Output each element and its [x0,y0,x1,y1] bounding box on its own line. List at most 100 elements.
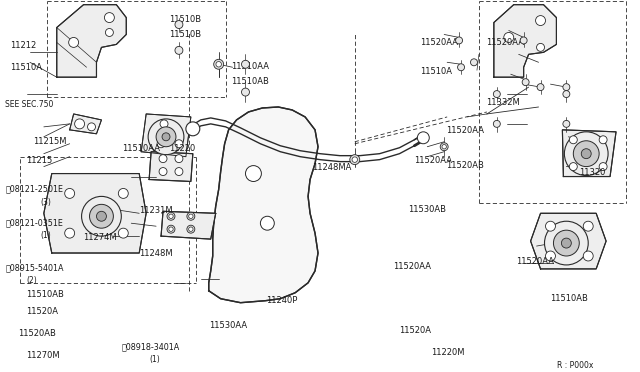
Circle shape [175,140,183,148]
Polygon shape [531,213,606,269]
Text: 11240P: 11240P [266,296,298,305]
Text: 11520A: 11520A [26,307,58,316]
Text: 11520AA: 11520AA [446,126,484,135]
Circle shape [545,251,556,261]
Circle shape [599,163,607,171]
Text: 11248MA: 11248MA [312,163,352,172]
Circle shape [162,133,170,141]
Circle shape [352,157,358,162]
Circle shape [97,211,106,221]
Circle shape [65,189,75,198]
Text: ⒲08121-0351E: ⒲08121-0351E [5,218,63,227]
Text: (2): (2) [26,276,37,285]
Circle shape [159,168,167,176]
Text: 11520A: 11520A [399,326,431,335]
Text: 11520AA: 11520AA [393,262,431,271]
Circle shape [504,32,514,42]
Circle shape [442,145,446,149]
Text: 11274M: 11274M [83,233,117,242]
Polygon shape [141,114,191,157]
Text: 11270M: 11270M [26,351,60,360]
Circle shape [241,60,250,68]
Circle shape [160,120,168,128]
Circle shape [175,46,183,54]
Text: 11520AA: 11520AA [420,38,458,46]
Circle shape [148,119,184,155]
Polygon shape [494,5,556,77]
Circle shape [563,121,570,127]
Polygon shape [70,114,102,134]
Circle shape [536,44,545,51]
Text: 11510AB: 11510AB [550,294,588,303]
Circle shape [561,238,572,248]
Polygon shape [161,211,216,239]
Circle shape [350,155,360,164]
Circle shape [189,227,193,231]
Circle shape [159,155,167,163]
Circle shape [169,214,173,218]
Circle shape [537,84,544,91]
Circle shape [90,204,113,228]
Polygon shape [209,107,318,303]
Circle shape [554,230,579,256]
Circle shape [599,136,607,144]
Circle shape [573,141,599,167]
Polygon shape [57,5,126,77]
Circle shape [169,227,173,231]
Circle shape [493,121,500,127]
Circle shape [440,143,448,151]
Circle shape [106,29,113,36]
Circle shape [241,88,250,96]
Circle shape [563,84,570,91]
Circle shape [260,216,275,230]
Text: 11520AA: 11520AA [486,38,525,46]
Text: 11510B: 11510B [169,30,201,39]
Circle shape [68,38,79,47]
Text: R : P000x: R : P000x [557,361,593,370]
Circle shape [470,59,477,66]
Circle shape [570,136,577,144]
Circle shape [522,78,529,86]
Circle shape [581,149,591,158]
Text: 11215M: 11215M [33,137,66,145]
Circle shape [189,214,193,218]
Circle shape [583,251,593,261]
Text: 11510AB: 11510AB [26,290,64,299]
Text: 11320: 11320 [579,168,606,177]
Text: 11510A: 11510A [420,67,452,76]
Polygon shape [149,152,193,182]
Text: Ⓝ08918-3401A: Ⓝ08918-3401A [122,343,180,352]
Circle shape [157,140,165,148]
Text: 11212: 11212 [10,41,36,49]
Polygon shape [563,130,616,177]
Text: SEE SEC.750: SEE SEC.750 [5,100,54,109]
Circle shape [187,212,195,220]
Circle shape [175,168,183,176]
Circle shape [456,37,463,44]
Circle shape [118,228,128,238]
Text: 11510AB: 11510AB [231,77,269,86]
Text: 11510AA: 11510AA [231,62,269,71]
Text: 11231M: 11231M [139,206,172,215]
Text: 11530AB: 11530AB [408,205,445,214]
Circle shape [583,221,593,231]
Circle shape [118,189,128,198]
Text: (1): (1) [150,355,161,365]
Text: 11220M: 11220M [431,348,465,357]
Circle shape [167,212,175,220]
Text: 11520AA: 11520AA [516,257,554,266]
Circle shape [545,221,556,231]
Circle shape [417,132,429,144]
Text: Ⓝ08915-5401A: Ⓝ08915-5401A [5,263,64,272]
Circle shape [458,64,465,71]
Circle shape [216,61,221,67]
Circle shape [65,228,75,238]
Circle shape [493,91,500,97]
Text: 11215: 11215 [26,156,52,165]
Text: 11220: 11220 [169,144,195,153]
Circle shape [545,221,588,265]
Text: 11248M: 11248M [139,249,172,258]
Circle shape [175,155,183,163]
Circle shape [186,122,200,136]
Text: 11510A: 11510A [10,63,42,72]
